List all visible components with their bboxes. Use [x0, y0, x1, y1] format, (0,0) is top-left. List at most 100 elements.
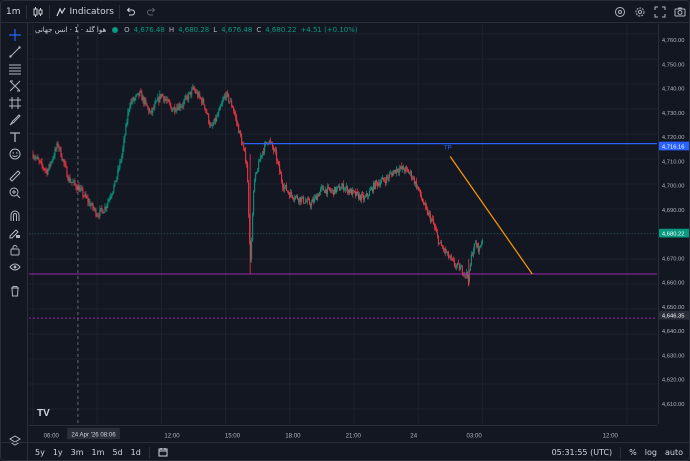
candle-body: [249, 214, 251, 244]
candle-body: [363, 197, 365, 200]
candle-body: [287, 190, 289, 192]
range-button-1y[interactable]: 1y: [52, 448, 63, 457]
log-toggle[interactable]: log: [644, 448, 657, 457]
candle-body: [71, 182, 73, 183]
stay-drawing-tool[interactable]: [6, 225, 23, 240]
magnet-tool[interactable]: [6, 208, 23, 223]
symbol-name[interactable]: هوا گلد · 1 · انس جهانی: [35, 26, 107, 34]
candle-body: [205, 108, 207, 111]
candle-body: [108, 199, 110, 202]
candle-body: [199, 93, 201, 98]
candle-body: [200, 97, 202, 99]
settings-button[interactable]: [633, 5, 647, 19]
candle-body: [274, 149, 276, 151]
candle-body: [321, 186, 323, 189]
candle-body: [43, 167, 45, 170]
candle-body: [118, 168, 120, 170]
candle-body: [194, 88, 196, 91]
candle-body: [355, 191, 357, 196]
candle-body: [432, 219, 434, 224]
candle-body: [479, 246, 481, 248]
candle-body: [405, 167, 407, 169]
emoji-tool[interactable]: [6, 146, 23, 161]
candle-body: [469, 264, 471, 271]
chart-pane[interactable]: TP TV: [29, 24, 657, 424]
range-button-1d[interactable]: 1d: [130, 448, 141, 457]
snapshot-button[interactable]: [673, 5, 687, 19]
candle-body: [79, 188, 81, 192]
candle-body: [235, 114, 237, 118]
candle-body: [283, 187, 285, 190]
interval-button[interactable]: 1m: [6, 6, 21, 17]
ruler-icon: [8, 169, 21, 182]
candle-body: [60, 147, 62, 157]
redo-button[interactable]: [141, 1, 162, 23]
candle-body: [109, 198, 111, 200]
candle-body: [293, 198, 295, 200]
candle-body: [452, 259, 454, 261]
fullscreen-button[interactable]: [653, 5, 667, 19]
delete-tool[interactable]: [6, 283, 23, 298]
candle-body: [102, 209, 104, 214]
pattern-tool[interactable]: [6, 78, 23, 93]
candle-body: [206, 110, 208, 114]
candle-body: [364, 196, 366, 198]
candle-body: [208, 113, 210, 123]
candle-body: [83, 195, 85, 197]
auto-toggle[interactable]: auto: [664, 448, 683, 457]
candle-body: [450, 256, 452, 259]
candle-body: [307, 199, 309, 202]
indicators-button[interactable]: Indicators: [50, 1, 119, 23]
range-button-3m[interactable]: 3m: [70, 448, 84, 457]
candle-body: [88, 201, 90, 203]
time-cursor-bg: [67, 427, 120, 440]
candle-body: [241, 136, 243, 145]
candle-body: [48, 164, 50, 170]
candle-body: [301, 198, 303, 203]
candle-body: [407, 170, 409, 174]
candle-body: [428, 212, 430, 215]
range-button-1m[interactable]: 1m: [91, 448, 105, 457]
fib-tool[interactable]: [6, 61, 23, 76]
candle-body: [246, 162, 248, 165]
candle-body: [362, 194, 364, 200]
forecast-tool[interactable]: [6, 95, 23, 110]
undo-button[interactable]: [120, 1, 141, 23]
candle-body: [140, 91, 142, 93]
date-range-button[interactable]: [154, 447, 172, 459]
percent-toggle[interactable]: %: [629, 448, 637, 457]
trendline-tool[interactable]: [6, 44, 23, 59]
range-button-5d[interactable]: 5d: [112, 448, 123, 457]
candle-body: [111, 194, 113, 197]
candle-body: [65, 163, 67, 168]
text-tool[interactable]: [6, 129, 23, 144]
search-settings-button[interactable]: [613, 5, 627, 19]
candle-body: [37, 157, 39, 160]
zoom-tool[interactable]: [6, 185, 23, 200]
time-axis[interactable]: 09:0012:0015:0018:0021:002403:0006:0012:…: [29, 425, 657, 442]
candle-body: [398, 168, 400, 173]
candle-body: [338, 185, 340, 187]
candle-body: [360, 194, 362, 201]
visibility-tool[interactable]: [6, 259, 23, 274]
candle-body: [234, 111, 236, 115]
crosshair-tool[interactable]: [6, 27, 23, 42]
candle-body: [126, 122, 128, 125]
utc-clock[interactable]: 05:31:55 (UTC): [551, 448, 613, 457]
candle-body: [431, 218, 433, 220]
price-axis[interactable]: 4,760.00 4,750.00 4,740.00 4,730.00 4,720.00…: [658, 24, 690, 424]
candle-body: [120, 160, 122, 162]
range-button-5y[interactable]: 5y: [35, 448, 45, 457]
brush-tool[interactable]: [6, 112, 23, 127]
ruler-tool[interactable]: [6, 168, 23, 183]
candle-body: [53, 156, 55, 159]
candle-body: [129, 106, 131, 110]
lock-tool[interactable]: [6, 242, 23, 257]
candle-body: [475, 242, 477, 247]
chart-type-button[interactable]: [27, 1, 49, 23]
candle-body: [173, 107, 175, 110]
candle-body: [131, 101, 133, 103]
candle-body: [94, 208, 96, 210]
candle-body: [122, 147, 124, 156]
candle-body: [87, 197, 89, 203]
